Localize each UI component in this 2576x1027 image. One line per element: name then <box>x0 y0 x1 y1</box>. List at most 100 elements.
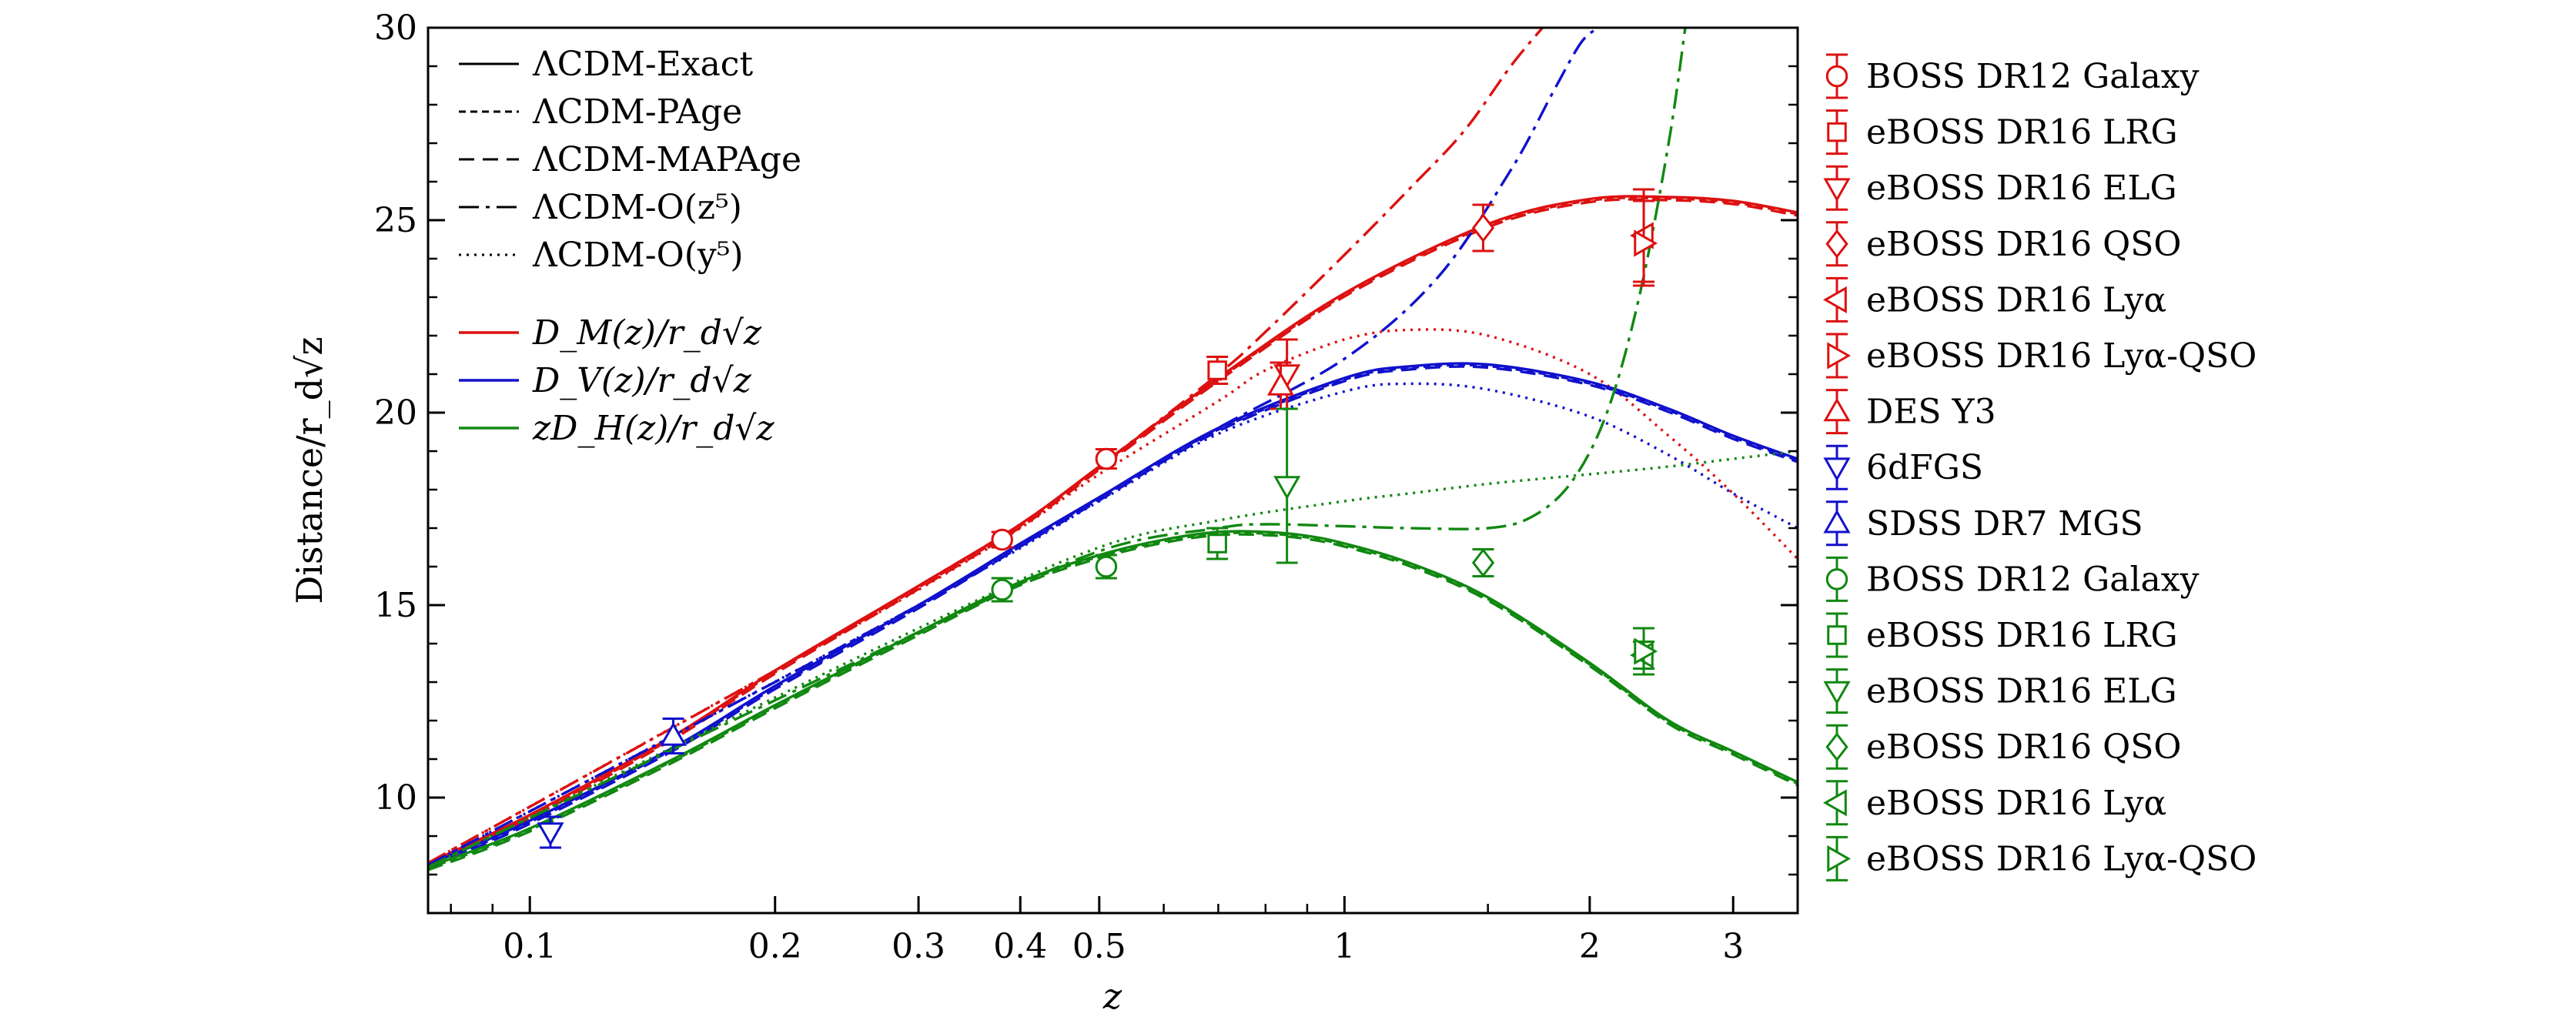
marker-circle <box>1095 447 1118 470</box>
legend-line-label: ΛCDM-PAge <box>532 92 742 132</box>
legend-marker-triangle-down <box>1823 178 1851 202</box>
legend-line-label: ΛCDM-Exact <box>532 45 753 84</box>
survey-legend-label: eBOSS DR16 QSO <box>1866 225 2181 264</box>
legend-marker-square <box>1827 122 1847 142</box>
survey-legend-label: eBOSS DR16 Lyα <box>1866 784 2166 823</box>
survey-legend-entry: 6dFGS <box>1823 444 1983 490</box>
survey-legend-entry: eBOSS DR16 Lyα-QSO <box>1826 835 2257 881</box>
y-tick-label: 20 <box>374 393 417 433</box>
x-axis-label: z <box>1102 975 1122 1017</box>
x-tick-label: 3 <box>1722 927 1744 966</box>
survey-legend-entry: eBOSS DR16 Lyα-QSO <box>1826 333 2257 379</box>
legend-marker-diamond <box>1825 229 1848 259</box>
inner-legend: ΛCDM-Exact ΛCDM-PAge ΛCDM-MAPAge ΛCDM-O(z⁵)… <box>459 45 801 448</box>
survey-legend-entry: eBOSS DR16 ELG <box>1823 668 2177 714</box>
data-point <box>537 815 564 849</box>
legend-marker-diamond <box>1825 732 1848 762</box>
legend-line-label: ΛCDM-O(y⁵) <box>532 236 744 275</box>
legend-line-label: ΛCDM-MAPAge <box>532 140 801 179</box>
survey-legend-label: eBOSS DR16 LRG <box>1866 616 2178 655</box>
data-point <box>1471 203 1495 253</box>
survey-legend-entry: eBOSS DR16 Lyα <box>1822 780 2166 826</box>
y-axis-label: Distance/r_d√z <box>289 336 330 604</box>
survey-legend-label: eBOSS DR16 ELG <box>1866 672 2177 711</box>
legend-marker-circle <box>1825 65 1848 88</box>
legend-line-label: ΛCDM-O(z⁵) <box>532 188 742 227</box>
data-point <box>1273 407 1301 564</box>
data-points <box>537 188 1658 849</box>
curve-dm-mapage <box>428 198 1798 868</box>
plot-frame <box>427 26 1799 915</box>
legend-marker-triangle-left <box>1822 789 1847 817</box>
legend-marker-triangle-right <box>1827 342 1852 370</box>
curve-dm-page <box>428 196 1798 866</box>
survey-legend-label: BOSS DR12 Galaxy <box>1866 560 2200 599</box>
survey-legend-entry: BOSS DR12 Galaxy <box>1825 556 2200 602</box>
survey-legend-label: 6dFGS <box>1866 448 1983 487</box>
marker-diamond <box>1471 213 1495 243</box>
y-tick-label: 30 <box>374 8 417 48</box>
marker-triangle-down <box>537 822 564 847</box>
data-point <box>1633 199 1658 287</box>
legend-marker-circle <box>1825 568 1848 590</box>
data-point <box>1471 548 1495 577</box>
curve-dv-order-y5 <box>428 382 1798 867</box>
legend-quantity-label: D_M(z)/r_d√z <box>532 313 762 353</box>
survey-legend-entry: eBOSS DR16 QSO <box>1825 724 2181 770</box>
marker-triangle-right <box>1634 229 1658 257</box>
survey-legend-entry: eBOSS DR16 QSO <box>1825 221 2181 267</box>
survey-legend-entry: SDSS DR7 MGS <box>1823 500 2143 547</box>
survey-legend-entry: eBOSS DR16 LRG <box>1826 109 2178 156</box>
legend-marker-triangle-left <box>1822 286 1847 313</box>
x-tick-label: 0.1 <box>503 927 557 966</box>
marker-square <box>1207 534 1227 554</box>
marker-circle <box>991 528 1013 551</box>
marker-circle <box>991 578 1013 601</box>
x-tick-label: 0.2 <box>748 927 802 966</box>
survey-legend-label: eBOSS DR16 Lyα-QSO <box>1866 839 2257 878</box>
y-axis-label-text: Distance/r_d√z <box>289 336 330 604</box>
legend-quantity-label: zD_H(z)/r_d√z <box>532 409 774 448</box>
survey-legend-entry: eBOSS DR16 Lyα <box>1822 276 2166 323</box>
axis-ticks: 0.1 0.2 0.3 0.4 0.5 1 2 3 10 15 20 25 30 <box>374 8 1798 966</box>
y-tick-label: 15 <box>374 586 417 625</box>
legend-marker-triangle-up <box>1823 509 1851 534</box>
survey-legend-label: SDSS DR7 MGS <box>1866 504 2143 544</box>
data-point <box>1095 554 1118 580</box>
survey-legend: BOSS DR12 Galaxy eBOSS DR16 LRG eBOSS DR16… <box>1822 53 2257 881</box>
marker-square <box>1207 360 1227 380</box>
survey-legend-entry: eBOSS DR16 LRG <box>1826 612 2178 658</box>
survey-legend-label: eBOSS DR16 Lyα <box>1866 280 2166 319</box>
legend-marker-square <box>1827 625 1847 645</box>
x-tick-label: 0.5 <box>1072 927 1126 966</box>
data-point <box>659 718 687 754</box>
survey-legend-entry: BOSS DR12 Galaxy <box>1825 53 2200 99</box>
legend-marker-triangle-down <box>1823 457 1851 482</box>
x-tick-label: 0.3 <box>892 927 945 966</box>
marker-circle <box>1095 555 1118 578</box>
survey-legend-label: eBOSS DR16 Lyα-QSO <box>1866 336 2257 376</box>
x-tick-label: 0.4 <box>993 927 1047 966</box>
curve-dh-page <box>428 531 1798 870</box>
survey-legend-label: DES Y3 <box>1866 393 1996 432</box>
data-point <box>1206 356 1229 385</box>
marker-triangle-up <box>659 721 687 746</box>
curve-dh-exact <box>428 530 1798 868</box>
legend-quantity-label: D_V(z)/r_d√z <box>532 361 752 400</box>
marker-triangle-down <box>1273 476 1301 500</box>
legend-marker-triangle-down <box>1823 681 1851 705</box>
marker-triangle-up <box>1266 371 1295 396</box>
curve-dh-order-y5 <box>428 450 1798 868</box>
curve-dm-order-y5 <box>428 328 1798 865</box>
survey-legend-label: BOSS DR12 Galaxy <box>1866 57 2200 96</box>
survey-legend-label: eBOSS DR16 QSO <box>1866 728 2181 767</box>
x-tick-label: 2 <box>1579 927 1601 966</box>
marker-triangle-right <box>1634 637 1658 665</box>
data-point <box>991 577 1013 603</box>
marker-diamond <box>1471 548 1495 577</box>
y-tick-label: 10 <box>374 778 417 818</box>
survey-legend-entry: eBOSS DR16 ELG <box>1823 165 2177 211</box>
x-tick-label: 1 <box>1333 927 1355 966</box>
data-point <box>1206 527 1229 560</box>
